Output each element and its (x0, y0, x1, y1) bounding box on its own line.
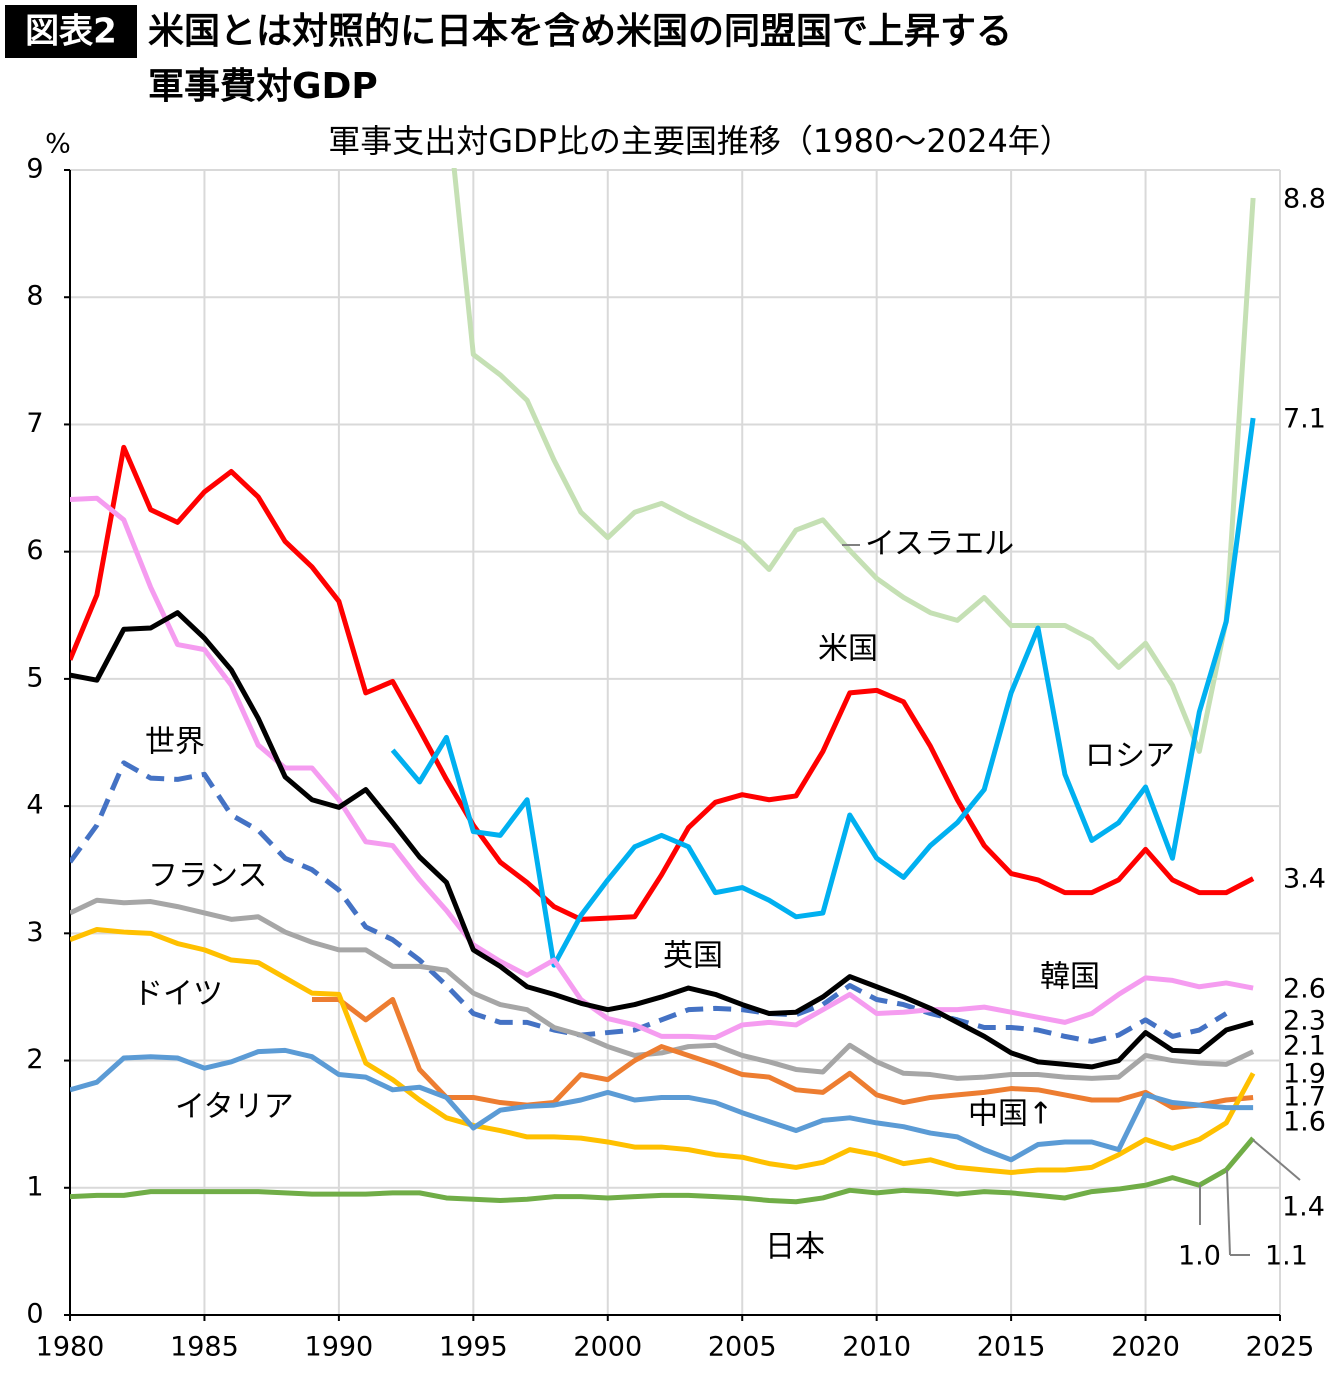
value-label: 2.1 (1283, 1031, 1326, 1062)
series-line (70, 444, 1255, 922)
figure-label: 図表2 (25, 12, 117, 52)
x-tick-label: 1995 (439, 1332, 508, 1363)
series-name: フランス (148, 859, 267, 894)
series-name: 英国 (663, 939, 723, 974)
x-tick-label: 1985 (170, 1332, 239, 1363)
x-tick-label: 2000 (573, 1332, 642, 1363)
value-label: 8.8 (1283, 184, 1326, 215)
plot-area (70, 168, 1256, 1205)
x-tick-label: 2020 (1111, 1332, 1180, 1363)
y-tick-label: 1 (26, 1171, 43, 1202)
series-line (70, 1047, 1254, 1163)
series-line (390, 417, 1256, 968)
series-name: ドイツ (133, 977, 223, 1012)
x-tick-label: 1990 (305, 1332, 374, 1363)
series-name: 中国↑ (968, 1097, 1053, 1132)
x-tick-label: 2010 (842, 1332, 911, 1363)
value-label: 1.7 (1283, 1082, 1326, 1113)
y-axis-label: % (45, 129, 71, 160)
y-tick-label: 7 (26, 408, 43, 439)
series-line (70, 927, 1256, 1176)
value-label: 7.1 (1283, 404, 1326, 435)
leader-line (1252, 1139, 1301, 1181)
series-name: 世界 (145, 725, 205, 760)
y-tick-label: 3 (26, 917, 43, 948)
y-tick-label: 6 (26, 535, 43, 566)
y-tick-label: 4 (26, 790, 43, 821)
x-tick-label: 2015 (977, 1332, 1046, 1363)
chart-title: 米国とは対照的に日本を含め米国の同盟国で上昇する (148, 11, 1012, 52)
value-label: 1.9 (1283, 1059, 1326, 1090)
series-name: ロシア (1085, 739, 1175, 774)
x-tick-label: 2025 (1246, 1332, 1315, 1363)
series-line (70, 1136, 1256, 1205)
x-tick-label: 1980 (36, 1332, 105, 1363)
y-tick-label: 5 (26, 662, 43, 693)
series-line (70, 760, 1228, 1044)
y-tick-label: 9 (26, 154, 43, 185)
value-label: 2.6 (1283, 974, 1326, 1005)
series-line (70, 610, 1254, 1070)
y-tick-label: 8 (26, 281, 43, 312)
series-name: 米国 (818, 632, 878, 667)
value-label: 2.3 (1283, 1006, 1326, 1037)
value-label: 1.1 (1265, 1241, 1308, 1272)
x-tick-label: 2005 (708, 1332, 777, 1363)
y-tick-label: 0 (26, 1299, 43, 1330)
figure-label-box (5, 5, 137, 58)
chart-title: 軍事費対GDP (148, 66, 378, 107)
series-name: イスラエル (865, 527, 1014, 562)
value-label: 3.4 (1283, 864, 1326, 895)
series-line (451, 168, 1256, 754)
leader-line (1226, 1169, 1231, 1256)
series-name: 韓国 (1040, 960, 1100, 995)
series-line (312, 996, 1254, 1111)
series-line (70, 897, 1255, 1081)
value-label: 1.0 (1178, 1241, 1221, 1272)
series-name: 日本 (765, 1230, 825, 1265)
series-line (70, 495, 1254, 1041)
y-tick-label: 2 (26, 1044, 43, 1075)
chart-subtitle: 軍事支出対GDP比の主要国推移（1980〜2024年） (328, 122, 1072, 160)
value-label: 1.4 (1282, 1192, 1325, 1223)
value-label: 1.6 (1283, 1107, 1326, 1138)
series-name: イタリア (175, 1090, 294, 1125)
